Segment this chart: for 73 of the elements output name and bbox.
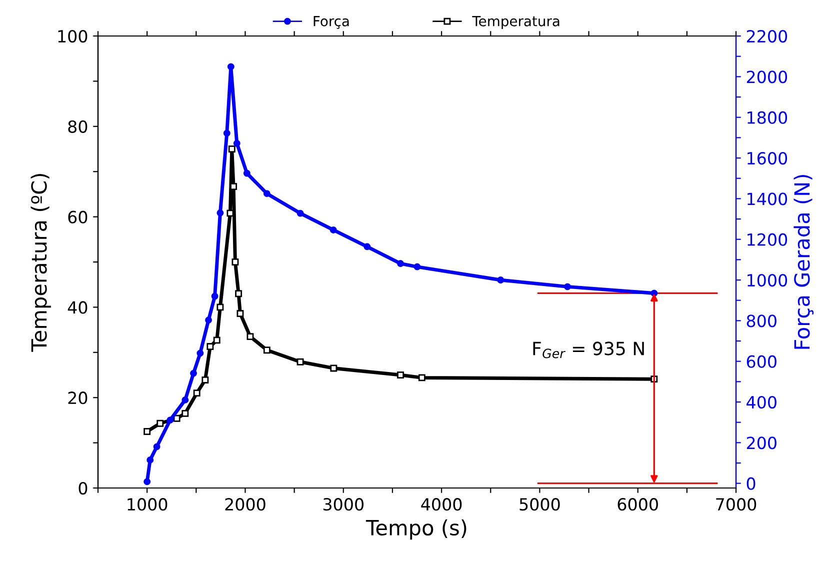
y-tick-label: 60	[68, 210, 88, 224]
point	[213, 336, 220, 344]
x-tick-label: 3000	[323, 498, 364, 511]
point	[263, 190, 270, 198]
x-tick-label: 5000	[520, 498, 560, 511]
point	[330, 364, 338, 372]
x-tick-label: 4000	[421, 498, 462, 511]
y2-tick-label: 400	[746, 396, 776, 409]
y-tick-label: 40	[68, 301, 88, 314]
y2-tick-label: 1800	[748, 111, 788, 124]
point	[414, 263, 421, 270]
legend-label: Força	[314, 16, 349, 29]
point	[397, 372, 404, 378]
point	[236, 310, 244, 317]
point	[230, 183, 238, 190]
x-axis-title: Tempo (s)	[366, 519, 466, 540]
point	[330, 226, 337, 234]
point	[193, 390, 200, 397]
x-tick-label: 2000	[225, 498, 266, 511]
point	[144, 428, 151, 435]
point	[243, 170, 250, 177]
x-tick-label: 6000	[618, 498, 658, 511]
y-tick-label: 0	[78, 482, 88, 495]
y2-tick-label: 2200	[746, 30, 788, 43]
point	[227, 63, 234, 70]
y2-tick-label: 1200	[748, 233, 788, 246]
point	[146, 456, 154, 464]
y2-tick-label: 1600	[748, 152, 788, 165]
point	[182, 396, 189, 404]
y2-tick-label: 0	[746, 477, 756, 490]
legend-label: Temperatura	[472, 16, 560, 30]
point	[296, 358, 304, 366]
point	[233, 140, 240, 147]
point	[397, 260, 404, 267]
point	[497, 276, 504, 284]
point	[564, 283, 571, 290]
point	[296, 210, 304, 217]
x-tick-label: 1000	[128, 498, 168, 511]
y-tick-label: 100	[58, 30, 88, 43]
y-axis-title: Temperatura (ºC)	[30, 174, 51, 352]
point	[223, 130, 230, 137]
y-tick-label: 20	[68, 392, 88, 404]
y2-tick-label: 2000	[746, 70, 788, 84]
y2-tick-label: 600	[746, 355, 776, 368]
annotation: F$_{Ger}$ = 935 N	[533, 342, 644, 358]
point	[205, 316, 212, 324]
point	[166, 416, 174, 424]
x-tick-label: 7000	[716, 498, 756, 511]
point	[156, 420, 164, 427]
y2-tick-label: 800	[746, 314, 776, 328]
point	[206, 343, 214, 350]
point	[232, 258, 239, 266]
point	[190, 370, 197, 377]
y2-tick-label: 1000	[748, 274, 788, 287]
point	[364, 243, 371, 250]
y2-tick-label: 200	[746, 436, 776, 450]
point	[153, 443, 160, 450]
point	[228, 146, 236, 152]
point	[235, 290, 242, 298]
point	[182, 410, 189, 417]
point	[216, 304, 224, 311]
point	[211, 292, 218, 300]
point	[144, 478, 151, 486]
y2-axis-title: Força Gerada (N)	[794, 174, 814, 349]
point	[202, 376, 209, 384]
point	[216, 209, 224, 216]
y2-tick-label: 1400	[748, 192, 788, 206]
point	[173, 414, 180, 422]
point	[196, 350, 204, 357]
point	[418, 374, 426, 382]
point	[246, 333, 254, 340]
point	[263, 346, 270, 354]
y-tick-label: 80	[68, 120, 88, 133]
